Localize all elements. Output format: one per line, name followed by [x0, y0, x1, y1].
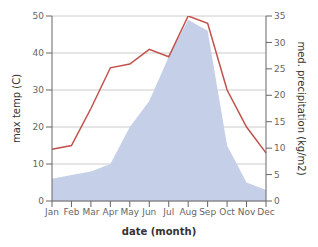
svg-text:Sep: Sep	[199, 207, 216, 217]
svg-text:20: 20	[33, 122, 45, 132]
svg-text:Jul: Jul	[162, 207, 174, 217]
svg-text:Oct: Oct	[219, 207, 235, 217]
svg-text:Jun: Jun	[141, 207, 156, 217]
svg-text:40: 40	[33, 48, 45, 58]
svg-text:30: 30	[33, 85, 45, 95]
svg-text:30: 30	[274, 38, 286, 48]
svg-text:0: 0	[38, 196, 44, 206]
svg-text:10: 10	[33, 159, 45, 169]
svg-text:Aug: Aug	[179, 207, 197, 217]
svg-text:0: 0	[274, 196, 280, 206]
svg-text:Mar: Mar	[82, 207, 99, 217]
svg-text:May: May	[121, 207, 140, 217]
svg-text:max temp (C): max temp (C)	[11, 74, 22, 143]
svg-text:35: 35	[274, 11, 285, 21]
svg-text:25: 25	[274, 64, 285, 74]
svg-text:Jan: Jan	[44, 207, 59, 217]
svg-text:5: 5	[274, 170, 280, 180]
svg-text:Nov: Nov	[238, 207, 256, 217]
svg-text:20: 20	[274, 90, 286, 100]
svg-text:Apr: Apr	[103, 207, 119, 217]
svg-text:med. precipitation (kg/m2): med. precipitation (kg/m2)	[296, 41, 307, 175]
svg-text:date (month): date (month)	[122, 226, 196, 237]
svg-text:15: 15	[274, 117, 285, 127]
svg-text:Dec: Dec	[257, 207, 274, 217]
svg-text:10: 10	[274, 143, 286, 153]
svg-text:Feb: Feb	[63, 207, 79, 217]
svg-text:50: 50	[33, 11, 45, 21]
